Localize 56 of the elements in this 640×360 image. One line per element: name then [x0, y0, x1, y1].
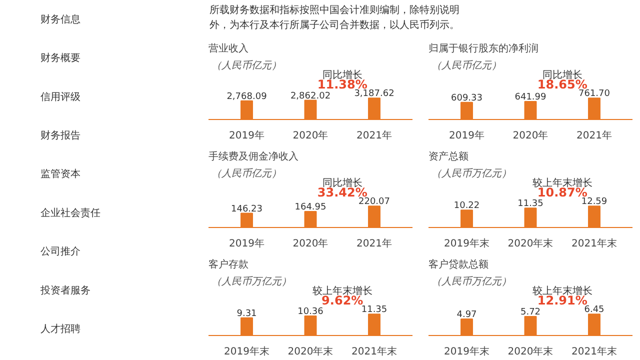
x-tick-label: 2020年	[512, 130, 548, 142]
data-label: 2,862.02	[290, 91, 331, 102]
data-label: 164.95	[294, 202, 326, 212]
x-tick-label: 2020年	[292, 130, 328, 142]
x-tick-label: 2019年末	[444, 238, 490, 250]
data-label: 10.36	[298, 306, 324, 317]
text: 财务概要	[40, 52, 80, 64]
chart-title: 客户贷款总额	[428, 258, 488, 270]
x-tick-label: 2020年末	[508, 238, 554, 250]
x-tick-label: 2021年	[356, 130, 392, 142]
chart-subtitle: （人民币万亿元）	[432, 276, 512, 288]
x-tick-label: 2021年末	[352, 346, 397, 358]
chart-title: 归属于银行股东的净利润	[428, 42, 538, 54]
x-tick-label: 2019年	[449, 130, 484, 142]
x-tick-label: 2020年末	[288, 346, 334, 358]
chart-subtitle: （人民币万亿元）	[212, 276, 292, 288]
data-label: 11.35	[518, 199, 544, 210]
text: 监管资本	[40, 168, 80, 180]
data-label: 4.97	[456, 310, 477, 320]
x-tick-label: 2021年末	[572, 238, 617, 250]
x-tick-label: 2021年	[356, 238, 392, 250]
text: 财务信息	[40, 13, 80, 26]
chart-subtitle: （人民币万亿元）	[432, 168, 512, 180]
chart-title: 客户存款	[208, 258, 248, 270]
x-tick-label: 2021年	[576, 130, 612, 142]
chart-subtitle: （人民币亿元）	[432, 60, 502, 72]
x-tick-label: 2019年末	[444, 346, 490, 358]
text: 财务报告	[40, 129, 80, 142]
text: 所载财务数据和指标按照中国会计准则编制，除特别说明外，为本行及本行所属子公司合并数据，以人民币列示。	[209, 4, 460, 32]
data-label: 5.72	[520, 307, 541, 318]
data-label: 11.35	[361, 305, 388, 316]
data-label: 6.45	[584, 305, 604, 316]
data-label: 2,768.09	[226, 92, 268, 102]
data-label: 9.31	[236, 308, 257, 319]
text: 公司推介	[40, 246, 80, 258]
text: 投资者服务	[40, 284, 90, 296]
chart-subtitle: （人民币亿元）	[212, 60, 282, 72]
data-label: 761.70	[578, 89, 610, 100]
chart-title: 资产总额	[428, 150, 468, 162]
data-label: 146.23	[231, 204, 263, 214]
x-tick-label: 2020年末	[508, 346, 554, 358]
text: 人才招聘	[40, 323, 80, 336]
x-tick-label: 2019年	[229, 238, 264, 250]
data-label: 12.59	[581, 197, 608, 208]
data-label: 609.33	[451, 93, 483, 104]
text: 企业社会责任	[40, 206, 100, 219]
text: 信用评级	[40, 90, 80, 103]
x-tick-label: 2019年	[229, 130, 264, 142]
data-label: 10.22	[454, 201, 480, 212]
x-tick-label: 2021年末	[572, 346, 617, 358]
chart-title: 手续费及佣金净收入	[208, 150, 298, 162]
chart-subtitle: （人民币亿元）	[212, 168, 282, 180]
data-label: 641.99	[514, 92, 547, 102]
x-tick-label: 2020年	[292, 238, 328, 250]
chart-title: 营业收入	[208, 42, 248, 54]
x-tick-label: 2019年末	[224, 346, 270, 358]
